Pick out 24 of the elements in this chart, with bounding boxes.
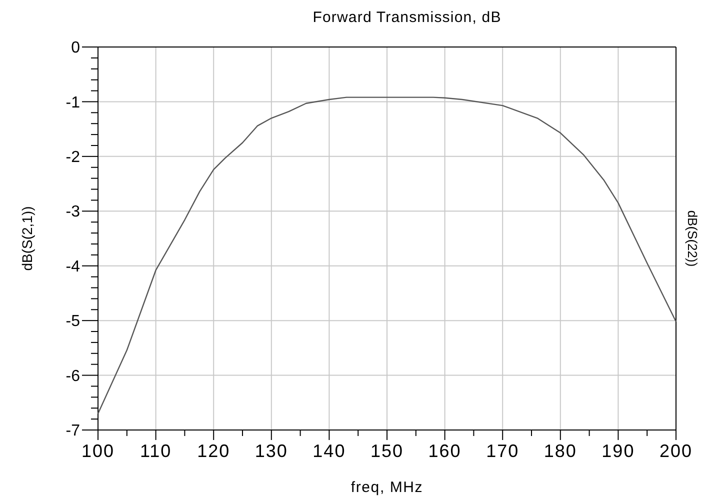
y-axis-title: dB(S(2,1)) — [19, 206, 35, 271]
x-tick-label: 180 — [544, 441, 577, 461]
x-tick-label: 200 — [659, 441, 693, 461]
x-tick-label: 160 — [428, 441, 462, 461]
x-tick-label: 150 — [370, 441, 404, 461]
y-tick-label: -5 — [66, 313, 80, 330]
y-tick-label: -2 — [66, 149, 80, 166]
x-axis-title: freq, MHz — [350, 479, 424, 496]
y-tick-label: -1 — [66, 94, 80, 112]
y2-axis-title: dB(S(22)) — [685, 210, 700, 267]
y-tick-label: -4 — [66, 258, 80, 276]
x-tick-label: 170 — [486, 441, 520, 461]
chart-title: Forward Transmission, dB — [312, 9, 502, 26]
y-tick-label: 0 — [71, 40, 80, 57]
line-series — [97, 96, 677, 414]
y-tick-label: -6 — [66, 368, 80, 385]
x-tick-label: 100 — [81, 441, 115, 461]
y-tick-label: -3 — [66, 204, 80, 221]
x-tick-label: 130 — [254, 441, 288, 461]
y-tick-label: -7 — [66, 422, 80, 440]
x-tick-label: 110 — [140, 441, 172, 461]
x-tick-label: 140 — [312, 441, 346, 461]
x-tick-label: 120 — [197, 441, 230, 461]
x-tick-label: 190 — [602, 441, 635, 461]
